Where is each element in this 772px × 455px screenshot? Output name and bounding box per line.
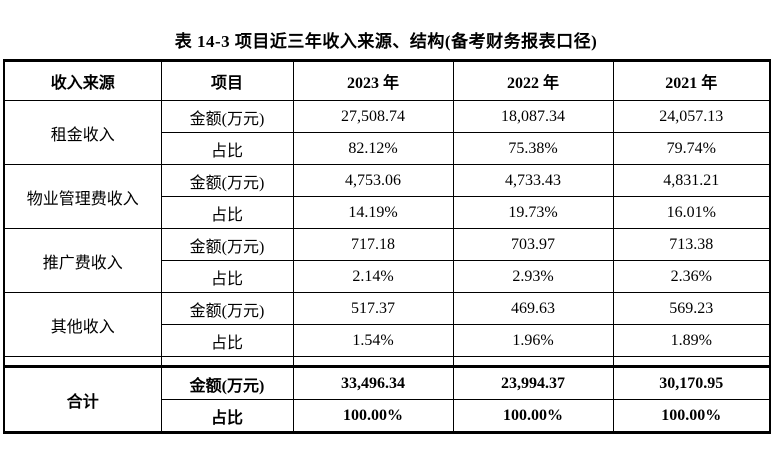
header-income-source: 收入来源 — [3, 60, 162, 101]
rent-amount-row: 租金收入 金额(万元) 27,508.74 18,087.34 24,057.1… — [3, 100, 771, 165]
promotion-amount-2022: 703.97 — [452, 228, 614, 261]
amount-label: 金额(万元) — [160, 292, 294, 325]
separator-cell — [3, 356, 162, 368]
rent-ratio-2022: 75.38% — [452, 132, 614, 165]
revenue-structure-table: 收入来源 项目 2023 年 2022 年 2021 年 租金收入 金额(万元)… — [3, 59, 771, 434]
total-separator-row — [3, 356, 771, 368]
total-ratio-2022: 100.00% — [452, 399, 614, 433]
group-label-property-mgmt: 物业管理费收入 — [3, 164, 162, 229]
property-ratio-2021: 16.01% — [612, 196, 771, 229]
amount-label: 金额(万元) — [160, 164, 294, 197]
total-ratio-2023: 100.00% — [292, 399, 454, 433]
promotion-ratio-2022: 2.93% — [452, 260, 614, 293]
property-ratio-2022: 19.73% — [452, 196, 614, 229]
amount-label: 金额(万元) — [160, 100, 294, 133]
separator-cell — [292, 356, 454, 368]
ratio-label: 占比 — [160, 324, 294, 357]
rent-amount-2023: 27,508.74 — [292, 100, 454, 133]
ratio-label: 占比 — [160, 399, 294, 433]
total-amount-2023: 33,496.34 — [292, 366, 454, 400]
total-ratio-2021: 100.00% — [612, 399, 771, 433]
property-amount-2021: 4,831.21 — [612, 164, 771, 197]
promotion-ratio-2021: 2.36% — [612, 260, 771, 293]
property-ratio-2023: 14.19% — [292, 196, 454, 229]
header-year-2022: 2022 年 — [452, 60, 614, 101]
rent-amount-2022: 18,087.34 — [452, 100, 614, 133]
ratio-label: 占比 — [160, 132, 294, 165]
rent-ratio-2021: 79.74% — [612, 132, 771, 165]
separator-cell — [612, 356, 771, 368]
property-amount-2023: 4,753.06 — [292, 164, 454, 197]
group-label-total: 合计 — [3, 366, 162, 433]
header-year-2021: 2021 年 — [612, 60, 771, 101]
rent-ratio-2023: 82.12% — [292, 132, 454, 165]
header-year-2023: 2023 年 — [292, 60, 454, 101]
separator-cell — [452, 356, 614, 368]
other-ratio-2021: 1.89% — [612, 324, 771, 357]
promotion-ratio-2023: 2.14% — [292, 260, 454, 293]
amount-label: 金额(万元) — [160, 228, 294, 261]
group-label-other: 其他收入 — [3, 292, 162, 357]
other-ratio-row: 占比 1.54% 1.96% 1.89% — [4, 324, 771, 357]
group-label-promotion: 推广费收入 — [3, 228, 162, 293]
separator-cell — [160, 356, 294, 368]
other-amount-row: 其他收入 金额(万元) 517.37 469.63 569.23 — [3, 292, 771, 357]
other-amount-2022: 469.63 — [452, 292, 614, 325]
other-ratio-2023: 1.54% — [292, 324, 454, 357]
amount-label: 金额(万元) — [160, 366, 294, 400]
rent-amount-2021: 24,057.13 — [612, 100, 771, 133]
table-title: 表 14-3 项目近三年收入来源、结构(备考财务报表口径) — [174, 32, 598, 51]
total-amount-2022: 23,994.37 — [452, 366, 614, 400]
other-amount-2021: 569.23 — [612, 292, 771, 325]
rent-ratio-row: 占比 82.12% 75.38% 79.74% — [4, 132, 771, 165]
property-amount-row: 物业管理费收入 金额(万元) 4,753.06 4,733.43 4,831.2… — [3, 164, 771, 229]
promotion-amount-row: 推广费收入 金额(万元) 717.18 703.97 713.38 — [3, 228, 771, 293]
promotion-ratio-row: 占比 2.14% 2.93% 2.36% — [4, 260, 771, 293]
group-label-rent: 租金收入 — [3, 100, 162, 165]
total-amount-row: 合计 金额(万元) 33,496.34 23,994.37 30,170.95 — [3, 366, 771, 433]
other-amount-2023: 517.37 — [292, 292, 454, 325]
property-amount-2022: 4,733.43 — [452, 164, 614, 197]
header-item: 项目 — [160, 60, 294, 101]
ratio-label: 占比 — [160, 260, 294, 293]
total-ratio-row: 占比 100.00% 100.00% 100.00% — [4, 399, 771, 433]
promotion-amount-2021: 713.38 — [612, 228, 771, 261]
ratio-label: 占比 — [160, 196, 294, 229]
promotion-amount-2023: 717.18 — [292, 228, 454, 261]
total-amount-2021: 30,170.95 — [612, 366, 771, 400]
header-row: 收入来源 项目 2023 年 2022 年 2021 年 — [3, 60, 771, 101]
other-ratio-2022: 1.96% — [452, 324, 614, 357]
property-ratio-row: 占比 14.19% 19.73% 16.01% — [4, 196, 771, 229]
